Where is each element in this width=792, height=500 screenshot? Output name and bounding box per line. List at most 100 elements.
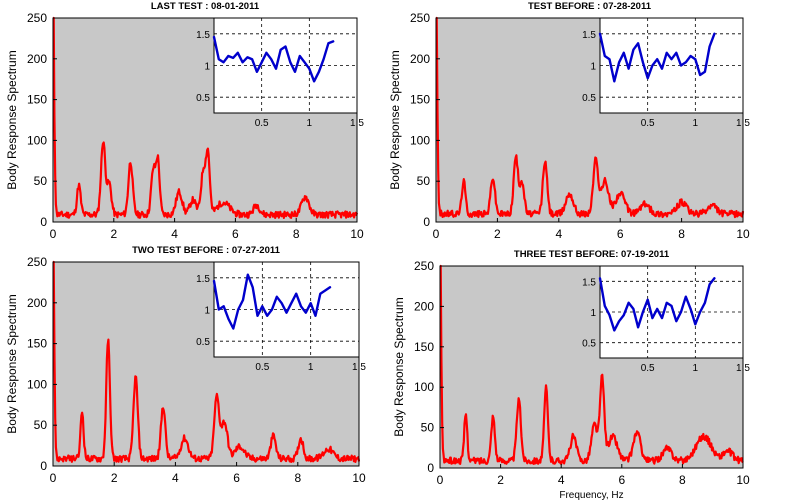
x-tick-label: 2 bbox=[110, 227, 117, 241]
y-tick-label: 250 bbox=[27, 255, 47, 269]
inset-x-tick-label: 1.5 bbox=[736, 363, 750, 374]
chart-title: TEST BEFORE : 07-28-2011 bbox=[528, 1, 652, 12]
y-tick-label: 150 bbox=[27, 337, 47, 351]
y-tick-label: 250 bbox=[27, 11, 47, 25]
y-tick-label: 50 bbox=[417, 174, 431, 188]
x-tick-label: 6 bbox=[618, 473, 625, 487]
inset-x-tick-label: 1 bbox=[307, 118, 313, 129]
y-tick-label: 0 bbox=[40, 215, 47, 229]
inset-y-tick-label: 1.5 bbox=[196, 30, 210, 41]
x-tick-label: 8 bbox=[293, 227, 300, 241]
inset-y-tick-label: 1.5 bbox=[582, 30, 596, 41]
inset-y-tick-label: 1 bbox=[590, 308, 596, 319]
inset-y-tick-label: 0.5 bbox=[582, 339, 596, 350]
y-tick-label: 200 bbox=[410, 52, 430, 66]
x-tick-label: 10 bbox=[350, 227, 364, 241]
spectrum-line bbox=[52, 16, 359, 219]
y-tick-label: 100 bbox=[414, 380, 434, 394]
x-tick-label: 8 bbox=[678, 227, 685, 241]
x-tick-label: 6 bbox=[233, 471, 240, 485]
inset-plot-area bbox=[213, 17, 358, 114]
inset-x-tick-label: 1 bbox=[308, 362, 314, 373]
inset-y-tick-label: 1 bbox=[204, 306, 210, 317]
inset-x-tick-label: 1 bbox=[693, 118, 699, 129]
x-tick-label: 4 bbox=[555, 227, 562, 241]
chart-title: LAST TEST : 08-01-2011 bbox=[151, 1, 260, 12]
x-tick-label: 2 bbox=[497, 473, 504, 487]
y-tick-label: 250 bbox=[414, 259, 434, 273]
x-tick-label: 4 bbox=[171, 227, 178, 241]
y-tick-label: 150 bbox=[410, 93, 430, 107]
spectrum-line bbox=[52, 260, 361, 463]
x-tick-label: 0 bbox=[50, 471, 57, 485]
x-tick-label: 0 bbox=[437, 473, 444, 487]
chart-title: THREE TEST BEFORE: 07-19-2011 bbox=[514, 249, 670, 260]
inset-y-tick-label: 1 bbox=[204, 62, 210, 73]
axes-frame bbox=[52, 17, 358, 223]
inset-y-tick-label: 0.5 bbox=[196, 337, 210, 348]
y-tick-label: 50 bbox=[34, 418, 48, 432]
x-tick-label: 2 bbox=[111, 471, 118, 485]
x-tick-label: 2 bbox=[494, 227, 501, 241]
chart-title: TWO TEST BEFORE : 07-27-2011 bbox=[132, 245, 281, 256]
y-tick-label: 100 bbox=[410, 133, 430, 147]
y-tick-label: 50 bbox=[421, 421, 435, 435]
inset-x-tick-label: 0.5 bbox=[255, 362, 269, 373]
inset-x-tick-label: 0.5 bbox=[641, 363, 655, 374]
inset-chart: 0.5 1 1.5 0.5 1 1.5 bbox=[582, 265, 750, 374]
x-tick-label: 4 bbox=[558, 473, 565, 487]
axes-frame bbox=[439, 265, 744, 469]
y-axis-label: Body Response Spectrum bbox=[388, 50, 402, 189]
inset-line bbox=[598, 277, 716, 332]
y-axis-label: Body Response Spectrum bbox=[5, 50, 19, 189]
x-tick-label: 6 bbox=[232, 227, 239, 241]
y-tick-label: 100 bbox=[27, 377, 47, 391]
spectrum-line bbox=[435, 16, 745, 219]
x-tick-label: 8 bbox=[679, 473, 686, 487]
inset-y-tick-label: 0.5 bbox=[196, 93, 210, 104]
inset-chart: 0.5 1 1.5 0.5 1 1.5 bbox=[582, 17, 750, 129]
y-axis-label: Body Response Spectrum bbox=[392, 297, 406, 436]
x-tick-label: 8 bbox=[294, 471, 301, 485]
y-tick-label: 250 bbox=[410, 11, 430, 25]
inset-chart: 0.5 1 1.5 0.5 1 1.5 bbox=[196, 17, 364, 129]
axes-frame bbox=[52, 261, 360, 467]
x-tick-label: 10 bbox=[736, 473, 750, 487]
x-tick-label: 0 bbox=[433, 227, 440, 241]
y-tick-label: 150 bbox=[414, 340, 434, 354]
inset-plot-area bbox=[599, 17, 744, 114]
x-tick-label: 4 bbox=[172, 471, 179, 485]
inset-y-tick-label: 0.5 bbox=[582, 93, 596, 104]
inset-line bbox=[212, 273, 332, 330]
x-tick-label: 0 bbox=[50, 227, 57, 241]
y-tick-label: 150 bbox=[27, 93, 47, 107]
y-tick-label: 100 bbox=[27, 133, 47, 147]
y-tick-label: 0 bbox=[427, 461, 434, 475]
x-tick-label: 10 bbox=[736, 227, 750, 241]
axes-frame bbox=[435, 17, 744, 223]
y-tick-label: 200 bbox=[27, 296, 47, 310]
inset-x-tick-label: 0.5 bbox=[641, 118, 655, 129]
spectrum-line bbox=[439, 264, 744, 465]
inset-chart: 0.5 1 1.5 0.5 1 1.5 bbox=[196, 261, 366, 373]
inset-y-tick-label: 1.5 bbox=[582, 277, 596, 288]
inset-x-tick-label: 1.5 bbox=[350, 118, 364, 129]
x-axis-label: Frequency, Hz bbox=[559, 490, 623, 500]
y-axis-label: Body Response Spectrum bbox=[5, 294, 19, 433]
inset-line bbox=[598, 32, 716, 83]
y-tick-label: 50 bbox=[34, 174, 48, 188]
inset-line bbox=[212, 35, 335, 83]
y-tick-label: 0 bbox=[40, 459, 47, 473]
inset-x-tick-label: 0.5 bbox=[255, 118, 269, 129]
inset-x-tick-label: 1.5 bbox=[736, 118, 750, 129]
x-tick-label: 10 bbox=[352, 471, 366, 485]
inset-y-tick-label: 1 bbox=[590, 62, 596, 73]
inset-y-tick-label: 1.5 bbox=[196, 274, 210, 285]
inset-x-tick-label: 1.5 bbox=[352, 362, 366, 373]
y-tick-label: 200 bbox=[27, 52, 47, 66]
